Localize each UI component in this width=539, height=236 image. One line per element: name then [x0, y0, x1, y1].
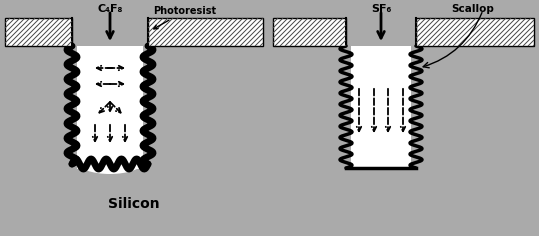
Bar — [416, 18, 534, 46]
Bar — [77, 46, 143, 169]
Text: C₄F₈: C₄F₈ — [97, 4, 123, 14]
Bar — [351, 46, 411, 168]
Ellipse shape — [77, 150, 143, 174]
Bar — [148, 18, 263, 46]
Text: SF₆: SF₆ — [371, 4, 391, 14]
Bar — [273, 18, 346, 46]
Text: Silicon: Silicon — [108, 197, 160, 211]
Bar — [5, 18, 72, 46]
Text: Photoresist: Photoresist — [154, 6, 217, 29]
Text: Scallop: Scallop — [452, 4, 494, 14]
